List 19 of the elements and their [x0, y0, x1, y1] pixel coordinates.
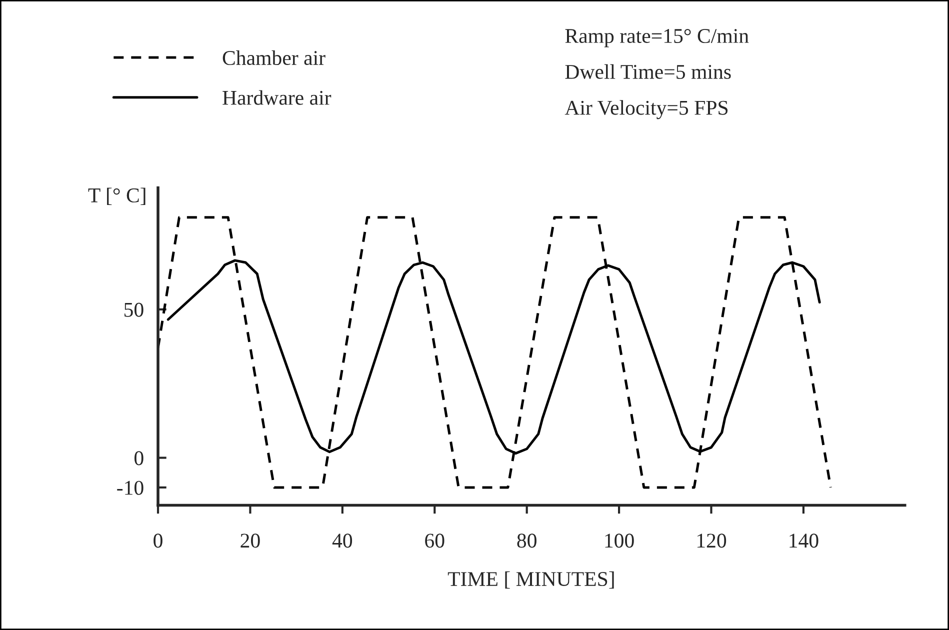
x-tick-label: 120	[697, 534, 726, 548]
y-axis-title: T [° C]	[88, 188, 146, 205]
x-tick-label: 60	[425, 534, 444, 548]
line-series	[166, 259, 821, 455]
text: Dwell Time=5 mins	[565, 64, 731, 79]
x-tick-label: 20	[240, 534, 260, 548]
x-tick-label: 80	[517, 534, 536, 548]
y-tick-label: 50	[124, 302, 144, 317]
legend-label: Chamber air	[222, 50, 326, 66]
x-axis-title: TIME [ MINUTES]	[448, 571, 614, 589]
text: Ramp rate=15° C/min	[565, 28, 749, 48]
y-tick-label: -10	[117, 480, 144, 495]
x-tick-label: 100	[605, 534, 634, 548]
y-tick-label: 0	[134, 451, 144, 466]
text: Air Velocity=5 FPS	[564, 100, 728, 120]
x-tick-label: 140	[790, 534, 818, 548]
x-tick-label: 40	[332, 534, 352, 548]
x-tick-label: 0	[154, 534, 162, 548]
legend-label: Hardware air	[222, 90, 332, 105]
